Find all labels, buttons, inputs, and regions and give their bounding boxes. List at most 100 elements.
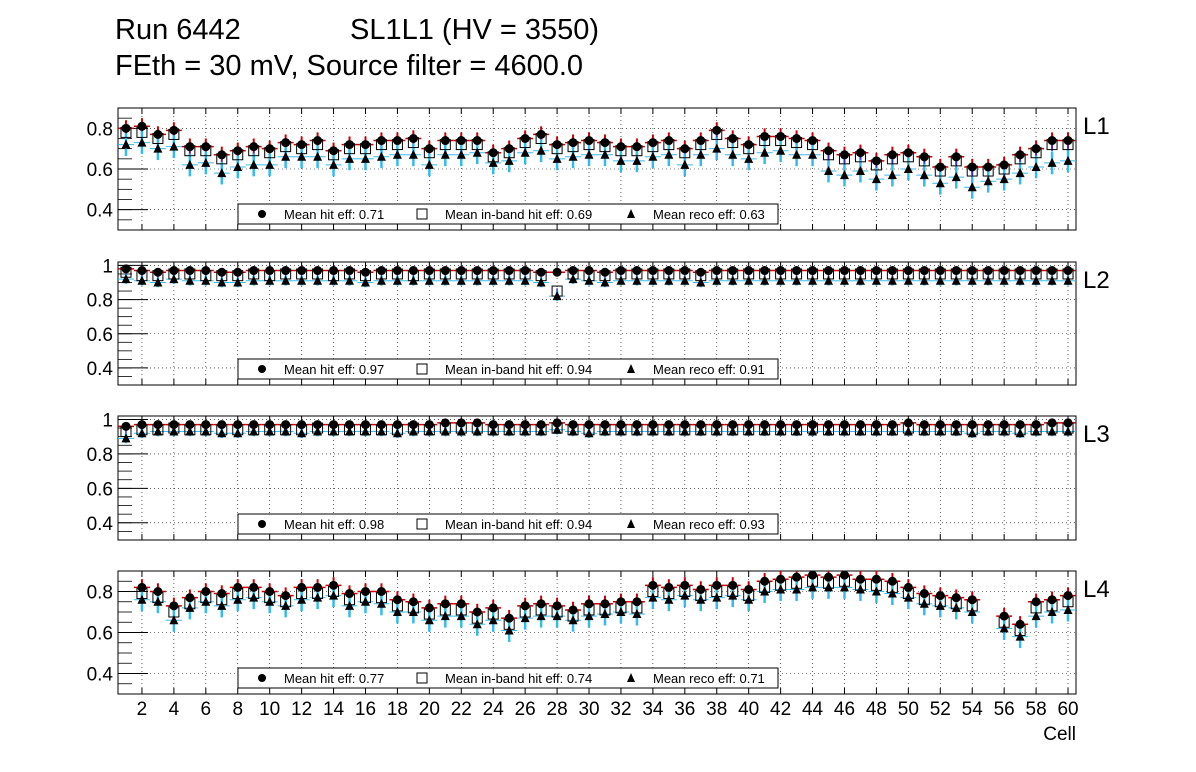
hit-eff-point bbox=[472, 136, 482, 146]
reco-eff-point bbox=[824, 426, 834, 436]
y-tick-label: 0.8 bbox=[87, 291, 113, 312]
reco-eff-point bbox=[839, 170, 849, 180]
legend-box: Mean hit eff: 0.77 Mean in-band hit eff: … bbox=[237, 667, 779, 689]
hit-eff-point bbox=[600, 267, 610, 277]
chamber-label: SL1L1 (HV = 3550) bbox=[350, 14, 600, 46]
hit-eff-point bbox=[728, 580, 738, 590]
inband-eff-point bbox=[184, 145, 196, 157]
reco-eff-point bbox=[376, 275, 386, 285]
hit-eff-point bbox=[983, 162, 993, 172]
inband-eff-point bbox=[711, 128, 723, 140]
x-tick-label: 48 bbox=[866, 699, 887, 720]
reco-eff-point bbox=[504, 426, 514, 436]
hit-eff-point bbox=[233, 267, 243, 277]
hit-eff-point bbox=[185, 593, 195, 603]
legend-hit-marker bbox=[258, 210, 266, 218]
reco-eff-point bbox=[233, 428, 243, 438]
reco-eff-point bbox=[488, 275, 498, 285]
x-tick-label: 6 bbox=[201, 699, 212, 720]
hit-eff-point bbox=[648, 580, 658, 590]
hit-eff-point bbox=[568, 605, 578, 615]
hit-eff-point bbox=[440, 599, 450, 609]
hit-eff-point bbox=[376, 587, 386, 596]
hit-eff-point bbox=[999, 266, 1009, 276]
reco-eff-point bbox=[903, 592, 913, 602]
hit-eff-point bbox=[520, 601, 530, 611]
hit-eff-point bbox=[935, 591, 945, 601]
hit-eff-point bbox=[967, 266, 977, 276]
reco-eff-point bbox=[329, 426, 339, 436]
hit-eff-point bbox=[520, 266, 530, 276]
y-tick-label: 0.4 bbox=[87, 665, 114, 686]
inband-eff-point bbox=[934, 165, 946, 177]
reco-eff-point bbox=[345, 153, 355, 163]
hit-eff-point bbox=[408, 597, 418, 607]
reco-eff-point bbox=[983, 176, 993, 186]
reco-eff-point bbox=[903, 426, 913, 436]
hit-eff-point bbox=[345, 589, 355, 599]
reco-eff-point bbox=[935, 426, 945, 436]
reco-eff-point bbox=[297, 275, 307, 285]
reco-eff-point bbox=[776, 275, 786, 285]
reco-eff-point bbox=[696, 277, 706, 287]
x-tick-label: 56 bbox=[994, 699, 1015, 720]
reco-eff-point bbox=[999, 426, 1009, 436]
inband-eff-point bbox=[551, 143, 563, 155]
hit-eff-point bbox=[664, 266, 674, 276]
hit-eff-point bbox=[504, 266, 514, 276]
hit-eff-point bbox=[951, 593, 961, 603]
reco-eff-point bbox=[376, 151, 386, 161]
hit-eff-point bbox=[824, 266, 834, 276]
hit-eff-point bbox=[360, 140, 370, 150]
y-tick-label: 0.6 bbox=[87, 160, 113, 181]
reco-eff-point bbox=[137, 428, 147, 438]
x-tick-label: 28 bbox=[547, 699, 568, 720]
hit-eff-point bbox=[760, 266, 770, 276]
reco-eff-point bbox=[313, 275, 323, 285]
x-tick-label: 50 bbox=[898, 699, 919, 720]
hit-eff-point bbox=[728, 266, 738, 276]
hit-eff-point bbox=[1047, 595, 1057, 605]
reco-eff-point bbox=[600, 149, 610, 159]
hit-eff-point bbox=[265, 144, 275, 154]
reco-eff-point bbox=[967, 182, 977, 192]
reco-eff-point bbox=[824, 582, 834, 592]
legend-reco-text: Mean reco eff: 0.93 bbox=[653, 517, 765, 532]
hit-eff-point bbox=[584, 599, 594, 609]
reco-eff-point bbox=[121, 139, 131, 149]
reco-eff-point bbox=[456, 426, 466, 436]
reco-eff-point bbox=[1047, 426, 1057, 436]
hit-eff-point bbox=[217, 267, 227, 277]
inband-eff-point bbox=[1030, 147, 1042, 159]
inband-eff-point bbox=[647, 141, 659, 153]
hit-eff-point bbox=[616, 597, 626, 607]
reco-eff-point bbox=[712, 275, 722, 285]
hit-eff-point bbox=[408, 420, 418, 430]
hit-eff-point bbox=[728, 134, 738, 143]
hit-eff-point bbox=[1063, 136, 1073, 146]
reco-eff-point bbox=[201, 157, 211, 167]
reco-eff-point bbox=[584, 611, 594, 621]
reco-eff-point bbox=[313, 151, 323, 161]
hit-eff-point bbox=[249, 582, 259, 592]
reco-eff-point bbox=[792, 275, 802, 285]
reco-eff-point bbox=[680, 426, 690, 436]
run-label: Run 6442 bbox=[115, 14, 241, 46]
hit-eff-point bbox=[313, 582, 323, 592]
inband-eff-point bbox=[312, 139, 324, 151]
inband-eff-point bbox=[966, 165, 978, 177]
reco-eff-point bbox=[744, 426, 754, 436]
legend-inband-text: Mean in-band hit eff: 0.94 bbox=[445, 517, 592, 532]
reco-eff-point bbox=[728, 426, 738, 436]
hit-eff-point bbox=[217, 150, 227, 160]
reco-eff-point bbox=[488, 157, 498, 167]
reco-eff-point bbox=[504, 155, 514, 165]
reco-eff-point bbox=[1047, 607, 1057, 616]
reco-eff-point bbox=[648, 426, 658, 436]
reco-eff-point bbox=[600, 426, 610, 436]
hit-eff-point bbox=[121, 264, 131, 274]
reco-eff-point bbox=[999, 174, 1009, 184]
y-tick-label: 0.6 bbox=[87, 624, 113, 645]
reco-eff-point bbox=[808, 426, 818, 436]
